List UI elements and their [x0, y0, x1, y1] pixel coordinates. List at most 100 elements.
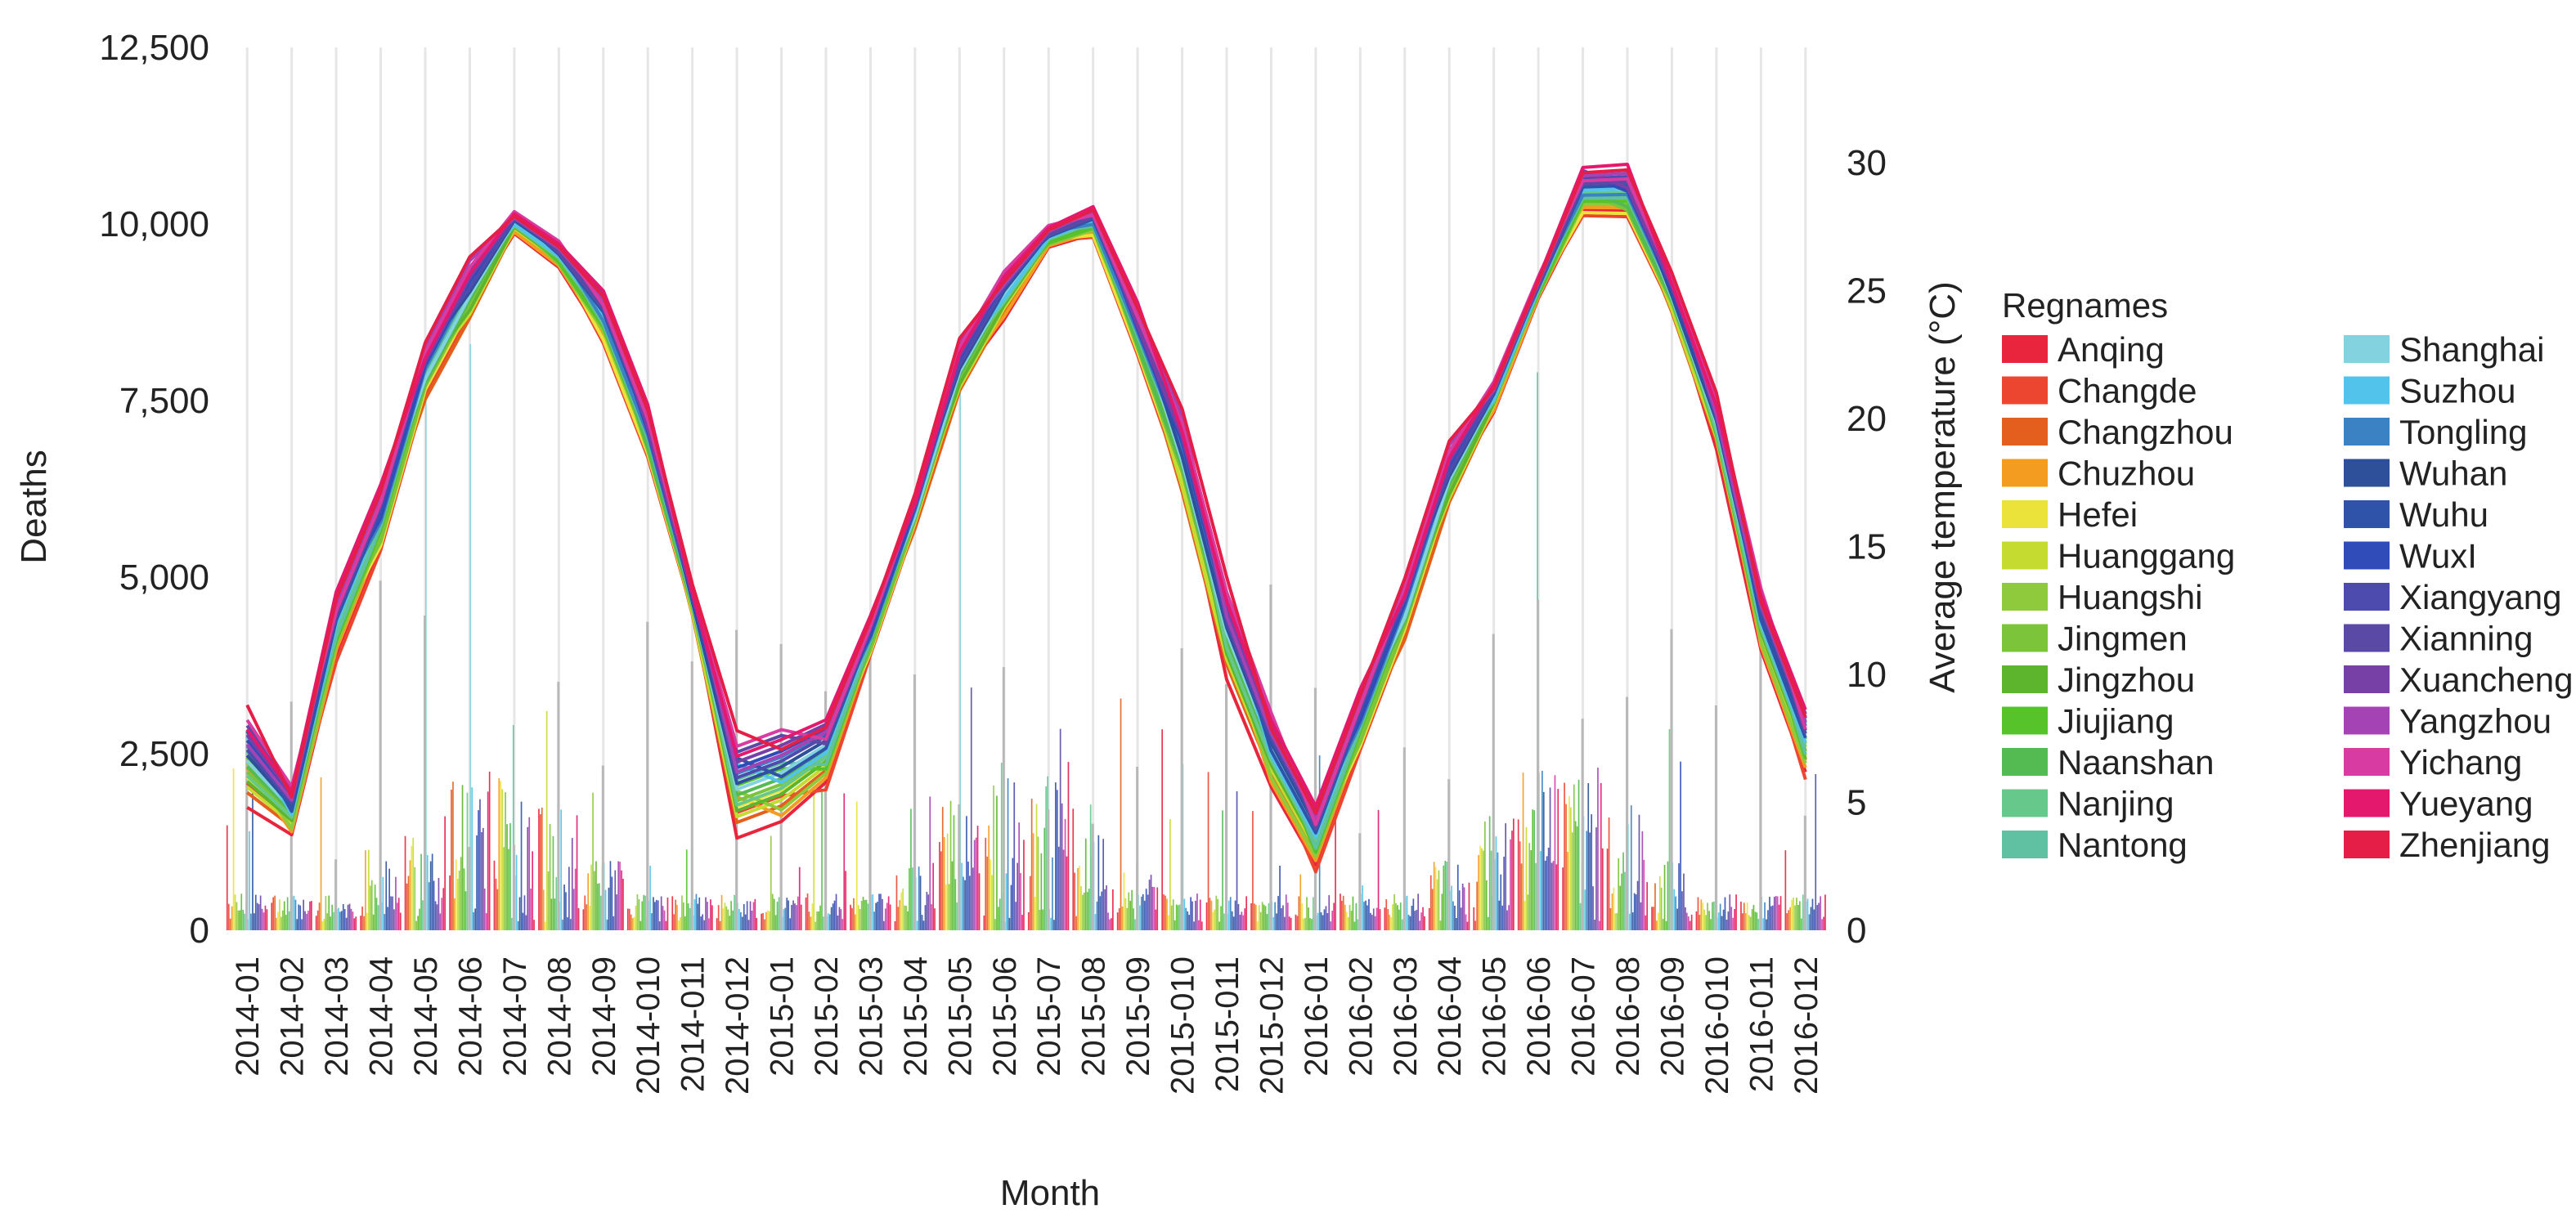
bar-wuhu — [1456, 918, 1457, 930]
bar-xiangyang — [568, 867, 570, 930]
bar-zhenjiang — [622, 879, 624, 930]
bar-hefei — [366, 912, 368, 930]
bar-chuzhou — [810, 916, 812, 930]
bar-chuzhou — [1789, 907, 1791, 930]
bar-anqing — [538, 808, 540, 930]
bar-total — [1626, 696, 1628, 930]
bar-yueyang — [976, 826, 979, 930]
bar-huanggang — [1658, 875, 1661, 930]
bar-anqing — [1295, 914, 1297, 930]
bar-changzhou — [719, 920, 721, 930]
bar-yangzhou — [261, 908, 263, 930]
bar-jingzhou — [550, 898, 553, 930]
bar-huanggang — [635, 905, 637, 930]
bar-wuhu — [1411, 906, 1413, 930]
bar-yangzhou — [1151, 886, 1154, 930]
bar-zhenjiang — [1290, 917, 1292, 930]
bar-huanggang — [1481, 848, 1483, 930]
bar-xuancheng — [1595, 827, 1597, 930]
bar-chuzhou — [1166, 898, 1168, 930]
bar-changde — [1608, 817, 1610, 930]
bar-nanjing — [422, 900, 424, 930]
bar-huanggang — [902, 889, 904, 930]
bar-yueyang — [843, 793, 846, 930]
bar-anqing — [850, 904, 851, 930]
bar-wuxi — [1368, 898, 1370, 930]
bar-changde — [985, 837, 987, 930]
bar-chuzhou — [720, 894, 723, 930]
bar-changde — [1163, 894, 1165, 930]
bar-changzhou — [1075, 916, 1077, 930]
bar-changzhou — [541, 808, 543, 930]
bar-wuhu — [1722, 909, 1725, 930]
bar-xiangyang — [969, 875, 971, 930]
bar-wuhu — [743, 904, 745, 930]
bar-tongling — [651, 913, 653, 930]
bar-total — [379, 580, 382, 930]
bar-tongling — [1185, 907, 1187, 930]
bar-changde — [272, 897, 274, 930]
bar-naanshan — [464, 891, 467, 930]
bar-anqing — [1027, 912, 1030, 930]
bar-yichang — [931, 904, 932, 930]
bar-wuhu — [1188, 915, 1190, 930]
bar-yueyang — [1422, 907, 1424, 930]
bar-yueyang — [798, 867, 801, 930]
bar-xiangyang — [1192, 901, 1193, 930]
temperature-lines — [245, 163, 1807, 874]
legend-swatch — [2002, 706, 2048, 735]
bar-changde — [1742, 913, 1744, 930]
bar-wuhan — [1631, 912, 1634, 930]
bar-changzhou — [630, 914, 632, 930]
bar-total — [601, 765, 604, 930]
bar-huangshi — [414, 867, 416, 930]
legend-label: Changzhou — [2058, 413, 2233, 451]
bar-jingzhou — [996, 795, 998, 930]
bar-nanjing — [1757, 919, 1760, 930]
bar-changzhou — [1387, 909, 1389, 930]
bar-jingmen — [1662, 919, 1664, 930]
bar-suzhou — [1628, 913, 1631, 930]
bar-total — [1225, 683, 1227, 930]
bar-hefei — [678, 920, 680, 930]
bar-hefei — [990, 859, 991, 930]
bar-yichang — [1599, 920, 1600, 930]
bar-huanggang — [1258, 905, 1260, 930]
bar-yangzhou — [350, 908, 352, 930]
bar-wuhan — [474, 908, 476, 930]
bar-tongling — [1719, 903, 1721, 930]
bar-wuxi — [1323, 909, 1326, 930]
bar-nanjing — [377, 905, 379, 930]
legend-label: Wuhan — [2399, 455, 2507, 493]
bar-zhenjiang — [711, 905, 713, 930]
bar-naanshan — [1712, 902, 1713, 930]
bar-total — [824, 691, 827, 930]
bar-huangshi — [1126, 907, 1129, 930]
bar-naanshan — [776, 902, 779, 930]
bar-naanshan — [1444, 861, 1447, 930]
bar-jiujiang — [1131, 889, 1133, 930]
bar-hefei — [1657, 912, 1659, 930]
bar-hefei — [277, 911, 279, 930]
bar-huangshi — [1616, 913, 1618, 930]
bar-huangshi — [859, 909, 861, 930]
bar-yangzhou — [1374, 916, 1376, 930]
bar-huangshi — [1527, 894, 1529, 930]
bar-yangzhou — [973, 840, 976, 930]
bar-xianning — [837, 916, 839, 930]
bar-xianning — [436, 904, 438, 930]
bar-anqing — [894, 921, 896, 930]
bar-jingmen — [816, 911, 818, 930]
bar-changzhou — [407, 875, 410, 930]
bar-yichang — [530, 889, 532, 930]
bar-chuzhou — [765, 911, 767, 930]
bar-yueyang — [932, 862, 934, 930]
bar-tongling — [606, 919, 608, 930]
legend-item: Anqing — [2002, 330, 2165, 369]
bar-huangshi — [1483, 850, 1484, 930]
bar-yueyang — [1244, 908, 1246, 930]
bar-anqing — [1205, 902, 1208, 930]
bar-jiujiang — [1443, 865, 1445, 930]
bar-huangshi — [1304, 917, 1306, 930]
bar-changde — [1074, 872, 1075, 930]
